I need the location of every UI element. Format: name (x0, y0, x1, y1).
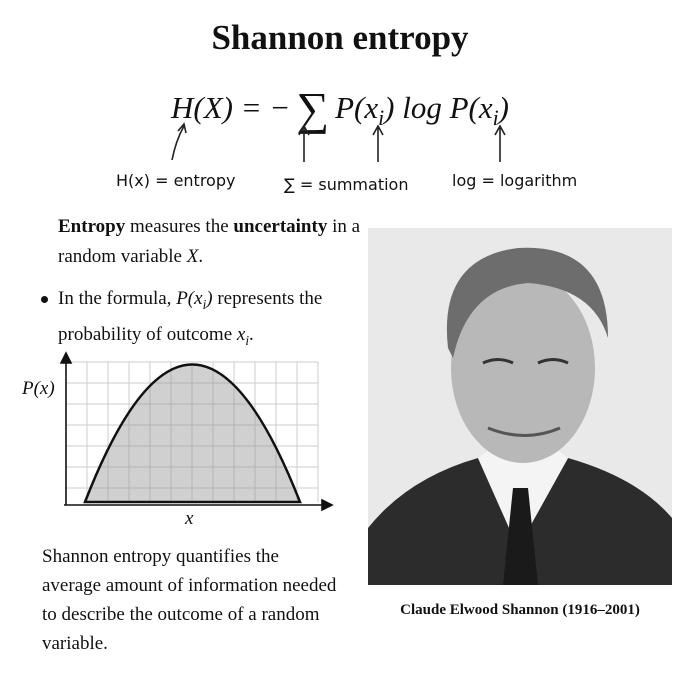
text: i (202, 296, 207, 312)
text: P(x (176, 288, 203, 309)
annotation: ∑ = summation (284, 175, 409, 194)
formula-part: P(x (335, 90, 379, 125)
text: measures the (125, 216, 234, 237)
portrait-photo (368, 228, 672, 585)
text: uncertainty (233, 216, 328, 237)
formula: H(X) = − ∑ P(xi) log P(xi) (0, 82, 680, 135)
intro: Entropy measures the uncertainty in a ra… (58, 212, 418, 272)
title: Shannon entropy (211, 18, 469, 57)
photo-caption: Claude Elwood Shannon (1916–2001) (400, 602, 640, 618)
text: i (245, 332, 250, 348)
formula-part: i (492, 106, 499, 131)
text: Entropy (58, 216, 126, 237)
summary: Shannon entropy quantifies the average a… (42, 546, 337, 654)
text: In the formula, (58, 288, 177, 309)
formula-part: ) (498, 90, 509, 125)
formula-part: H(X) = − (171, 90, 291, 125)
text: in a random variable (58, 216, 361, 267)
formula-part: ) log P(x (384, 90, 493, 125)
x-axis-label: x (185, 508, 194, 529)
text: ) (206, 288, 213, 309)
formula-part: i (378, 106, 385, 131)
text: X (186, 246, 199, 267)
arrows (171, 122, 506, 162)
text: . (249, 323, 254, 345)
formula-part: ∑ (296, 83, 330, 134)
bullet: In the formula, P(xi) represents the pro… (58, 284, 388, 356)
y-axis-label: P(x) (22, 378, 55, 399)
text: . (198, 246, 204, 267)
graph (59, 351, 334, 512)
text: x (236, 323, 246, 345)
text: represents the probability of outcome (58, 288, 323, 345)
bullet-dot (41, 296, 48, 303)
annotation: H(x) = entropy (116, 171, 236, 190)
annotation: log = logarithm (452, 171, 578, 190)
